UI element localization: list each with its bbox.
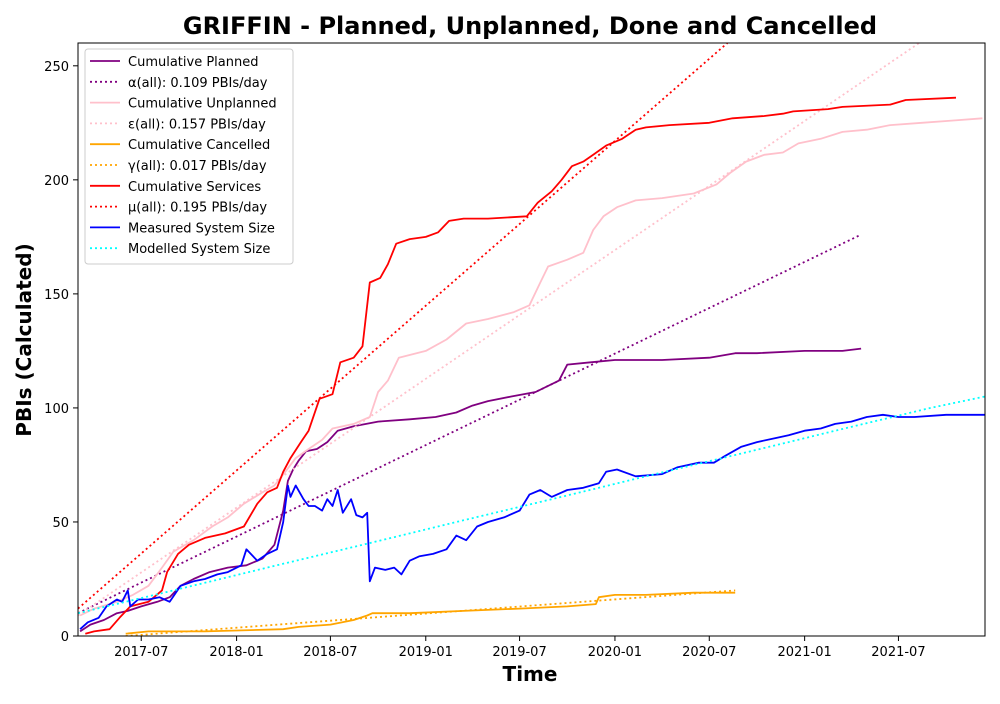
y-tick-label: 50 [52,516,69,531]
y-tick-label: 0 [61,630,69,645]
legend-label: ε(all): 0.157 PBIs/day [128,117,266,132]
x-tick-label: 2018-01 [209,645,263,660]
legend-label: Modelled System Size [128,242,270,257]
series-line-7 [85,96,957,635]
legend-label: γ(all): 0.017 PBIs/day [128,159,267,174]
legend-label: Cumulative Planned [128,55,258,70]
series-line-6 [125,589,736,636]
y-tick-label: 100 [44,402,69,417]
legend-label: Cumulative Services [128,180,261,195]
x-tick-label: 2018-07 [303,645,357,660]
series-layer [78,43,985,636]
legend-label: Measured System Size [128,221,275,236]
legend-label: α(all): 0.109 PBIs/day [128,76,268,91]
x-tick-label: 2020-01 [588,645,642,660]
x-tick-label: 2021-01 [777,645,831,660]
legend-box [84,48,294,265]
x-tick-label: 2021-07 [871,645,925,660]
series-line-10 [78,395,985,615]
plot-frame [77,42,986,637]
legend-label: Cumulative Unplanned [128,97,277,112]
legend: Cumulative Planned α(all): 0.109 PBIs/day… [84,48,294,265]
x-axis-label: Time [503,662,558,686]
y-axis-label: PBIs (Calculated) [12,243,36,436]
series-line-5 [125,591,736,635]
series-line-2 [78,233,862,615]
series-line-3 [79,117,983,617]
y-tick-label: 250 [44,60,69,75]
legend-label: μ(all): 0.195 PBIs/day [128,201,267,216]
x-tick-label: 2019-01 [399,645,453,660]
x-tick-label: 2020-07 [682,645,736,660]
x-tick-label: 2017-07 [114,645,168,660]
y-tick-label: 200 [44,174,69,189]
series-line-9 [79,413,985,630]
y-tick-label: 150 [44,288,69,303]
axis-layer: 2017-07 2018-01 2018-07 2019-01 2019-07 2020-… [44,60,925,660]
legend-label: Cumulative Cancelled [128,138,270,153]
series-line-8 [78,43,728,610]
series-line-1 [79,347,862,633]
chart-title: GRIFFIN - Planned, Unplanned, Done and C… [183,12,877,40]
x-tick-label: 2019-07 [492,645,546,660]
